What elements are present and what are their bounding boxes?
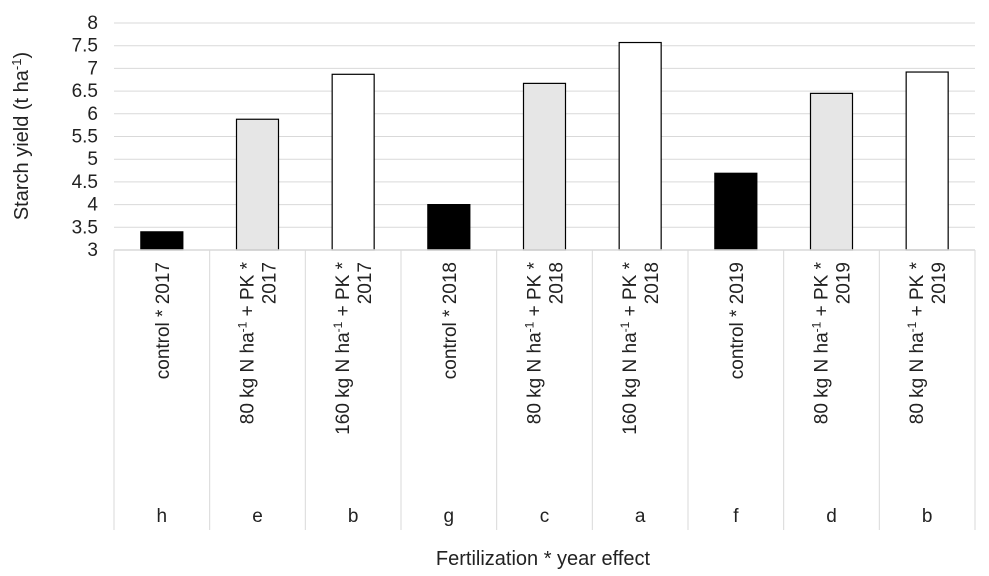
y-tick-label: 6.5 — [72, 81, 98, 102]
x-tick-label-part: 2017 — [260, 262, 281, 304]
x-tick-label: 160 kg N ha-1 + PK * — [331, 261, 354, 434]
y-tick-label: 6 — [87, 104, 98, 125]
x-tick-label-part: + PK * — [333, 261, 354, 321]
x-tick-label-part: control * 2017 — [153, 262, 174, 379]
bar — [618, 41, 662, 251]
bar — [331, 73, 375, 251]
significance-letter: b — [922, 506, 933, 527]
x-tick-label: control * 2017 — [153, 262, 174, 379]
x-tick-label: 2019 — [834, 262, 855, 304]
x-tick-label-part: 160 kg N ha — [333, 332, 354, 435]
significance-letter: h — [157, 506, 168, 527]
y-tick-label: 7 — [87, 58, 98, 79]
significance-letter: g — [444, 506, 455, 527]
significance-letter: f — [733, 506, 739, 527]
bar — [809, 92, 854, 251]
significance-letter: e — [252, 506, 263, 527]
x-tick-label-part: + PK * — [812, 261, 833, 321]
x-tick-label-part: -1 — [331, 321, 345, 332]
x-tick-label-part: + PK * — [238, 261, 259, 321]
x-tick-label: 80 kg N ha-1 + PK * — [905, 261, 928, 424]
y-tick-label: 3 — [87, 240, 98, 261]
x-tick-label-part: + PK * — [907, 261, 928, 321]
x-tick-label: 2018 — [642, 262, 663, 304]
significance-letter: c — [540, 506, 550, 527]
x-tick-label: 160 kg N ha-1 + PK * — [618, 261, 641, 434]
x-tick-label: control * 2018 — [440, 262, 461, 379]
bars — [140, 41, 949, 251]
x-tick-label-part: -1 — [905, 321, 919, 332]
y-tick-label: 7.5 — [72, 36, 98, 57]
x-tick-label-part: 2018 — [642, 262, 663, 304]
y-axis: 33.544.555.566.577.58 — [72, 13, 99, 261]
x-tick-label: control * 2019 — [727, 262, 748, 379]
bar — [235, 118, 280, 251]
y-tick-label: 3.5 — [72, 217, 98, 238]
y-tick-label: 4 — [87, 195, 98, 216]
significance-letter: d — [826, 506, 837, 527]
bar — [427, 204, 471, 251]
bar — [522, 82, 567, 251]
x-tick-label-part: -1 — [523, 321, 537, 332]
bar — [714, 172, 758, 251]
x-tick-label: 2019 — [929, 262, 950, 304]
x-tick-label: 80 kg N ha-1 + PK * — [236, 261, 259, 424]
x-tick-label-part: 80 kg N ha — [525, 332, 546, 424]
x-tick-label-part: 2017 — [355, 262, 376, 304]
bar — [140, 231, 184, 251]
x-tick-label-part: 160 kg N ha — [620, 332, 641, 435]
x-tick-label-part: 2018 — [547, 262, 568, 304]
x-tick-label-part: 80 kg N ha — [238, 332, 259, 424]
x-tick-label: 80 kg N ha-1 + PK * — [523, 261, 546, 424]
x-tick-label-part: 80 kg N ha — [812, 332, 833, 424]
bar — [905, 71, 949, 251]
x-tick-label-part: control * 2019 — [727, 262, 748, 379]
significance-letter: a — [635, 506, 646, 527]
x-tick-label-part: 80 kg N ha — [907, 332, 928, 424]
x-tick-label: 2017 — [355, 262, 376, 304]
x-tick-label: 2017 — [260, 262, 281, 304]
y-tick-label: 5.5 — [72, 127, 98, 148]
x-tick-label-part: -1 — [236, 321, 250, 332]
y-axis-title: Starch yield (t ha-1) — [9, 52, 33, 220]
x-tick-label: 2018 — [547, 262, 568, 304]
significance-letter: b — [348, 506, 359, 527]
x-tick-label-part: 2019 — [929, 262, 950, 304]
x-tick-label: 80 kg N ha-1 + PK * — [810, 261, 833, 424]
x-tick-label-part: -1 — [810, 321, 824, 332]
x-tick-label-part: 2019 — [834, 262, 855, 304]
x-tick-label-part: control * 2018 — [440, 262, 461, 379]
y-tick-label: 5 — [87, 149, 98, 170]
x-tick-label-part: + PK * — [620, 261, 641, 321]
y-tick-label: 8 — [87, 13, 98, 34]
x-tick-label-part: + PK * — [525, 261, 546, 321]
y-tick-label: 4.5 — [72, 172, 98, 193]
x-tick-label-part: -1 — [618, 321, 632, 332]
x-axis-title: Fertilization * year effect — [436, 548, 651, 570]
